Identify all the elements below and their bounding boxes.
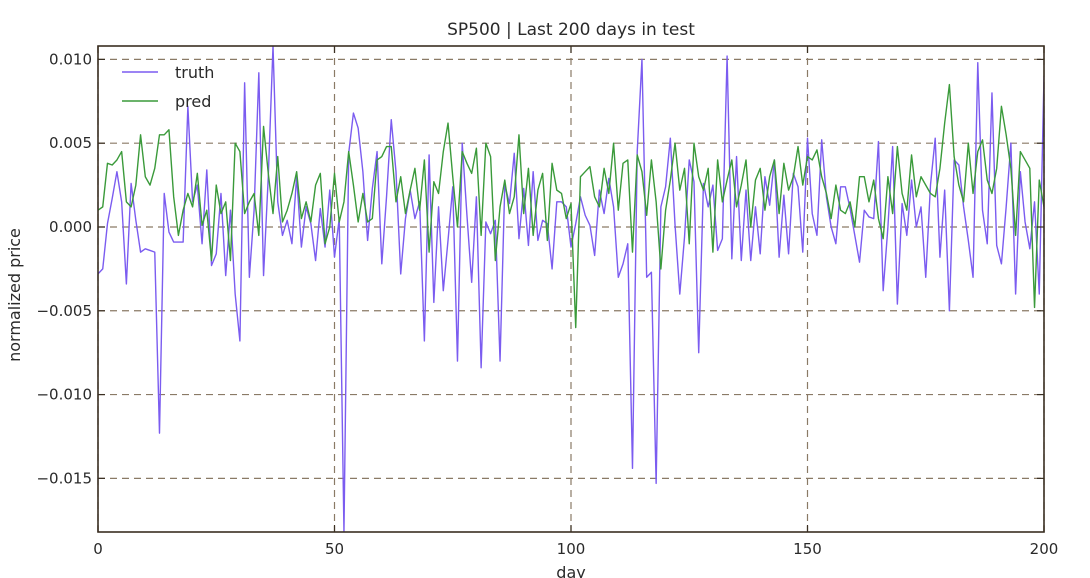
grid (97, 46, 1045, 532)
series-lines (98, 46, 1044, 532)
x-tick-label: 150 (793, 540, 822, 558)
x-tick-label: 200 (1030, 540, 1059, 558)
y-tick-label: −0.010 (36, 386, 92, 404)
legend: truth pred (122, 63, 214, 111)
y-tick-label: 0.005 (49, 134, 92, 152)
legend-label-pred: pred (175, 92, 211, 111)
y-tick-label: 0.000 (49, 218, 92, 236)
x-tick-label: 100 (557, 540, 586, 558)
series-line-pred (98, 83, 1044, 329)
y-axis: 0.010 0.005 0.000 −0.005 −0.010 −0.015 (36, 50, 1044, 487)
chart-title: SP500 | Last 200 days in test (447, 20, 695, 40)
series-line-truth (98, 46, 1044, 532)
y-tick-label: −0.015 (36, 469, 92, 487)
y-axis-label: normalized price (5, 228, 24, 362)
x-axis: 0 50 100 150 200 (93, 46, 1058, 558)
x-axis-label: day (556, 563, 585, 578)
x-tick-label: 0 (93, 540, 103, 558)
x-tick-label: 50 (325, 540, 344, 558)
y-tick-label: −0.005 (36, 302, 92, 320)
y-tick-label: 0.010 (49, 50, 92, 68)
legend-label-truth: truth (175, 63, 214, 82)
